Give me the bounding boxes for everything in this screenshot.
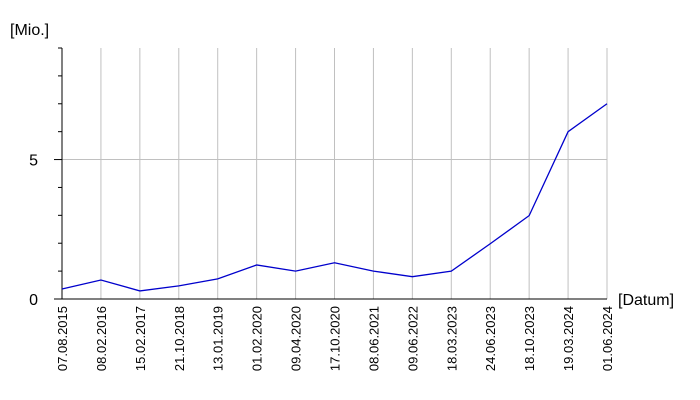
x-tick-label: 18.03.2023 <box>444 306 459 371</box>
x-tick-label: 08.02.2016 <box>94 306 109 371</box>
y-tick-label: 0 <box>29 292 38 309</box>
x-tick-label: 08.06.2021 <box>366 306 381 371</box>
line-series <box>61 103 608 292</box>
x-tick-label: 01.06.2024 <box>600 306 615 371</box>
x-tick-label: 19.03.2024 <box>561 306 576 371</box>
x-tick-label: 09.06.2022 <box>405 306 420 371</box>
x-tick-label: 17.10.2020 <box>328 306 343 371</box>
x-tick-label: 15.02.2017 <box>133 306 148 371</box>
x-tick-label: 01.02.2020 <box>250 306 265 371</box>
y-axis-label: [Mio.] <box>10 22 49 39</box>
x-axis-label: [Datum] <box>618 292 674 309</box>
x-tick-label: 24.06.2023 <box>483 306 498 371</box>
x-tick-label: 09.04.2020 <box>289 306 304 371</box>
x-tick-label: 13.01.2019 <box>211 306 226 371</box>
x-tick-label: 21.10.2018 <box>172 306 187 371</box>
x-tick-label: 07.08.2015 <box>55 306 70 371</box>
y-tick-label: 5 <box>29 153 38 170</box>
x-tick-label: 18.10.2023 <box>522 306 537 371</box>
